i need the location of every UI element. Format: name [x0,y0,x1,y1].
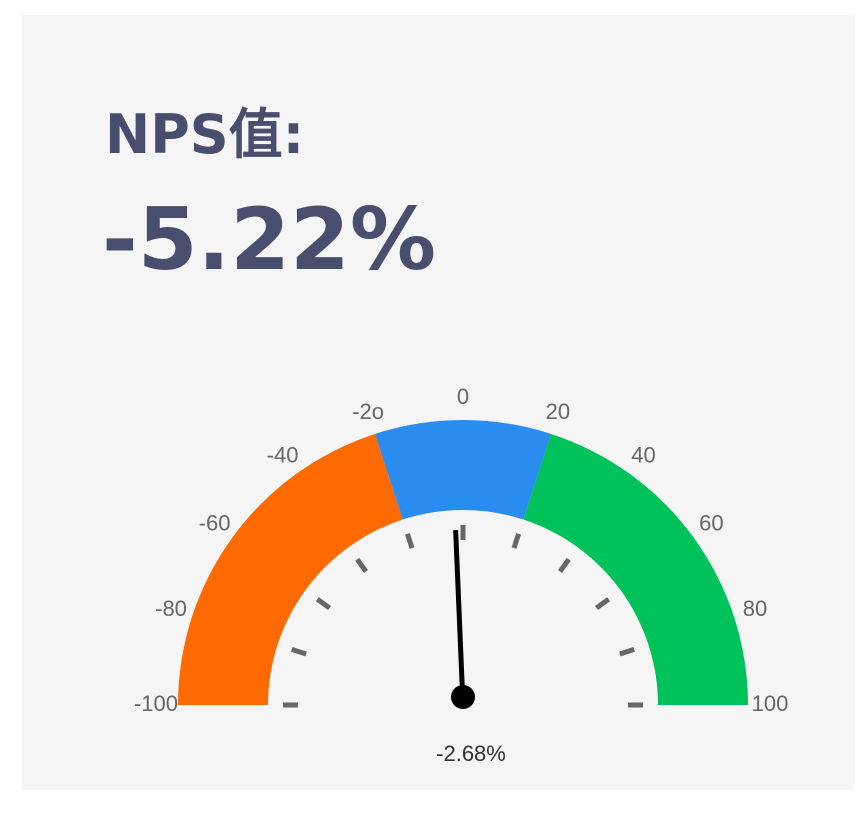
tick-label: 0 [457,384,469,409]
tick-label: 60 [699,510,723,535]
needle [453,530,466,706]
tick-label: 100 [752,691,789,716]
tick-label: -40 [267,442,299,467]
tick-mark [291,646,307,657]
tick-label: -80 [155,596,187,621]
tick-mark [511,533,522,549]
tick-label: -100 [134,691,178,716]
tick-mark [595,597,611,611]
tick-label: 40 [631,442,655,467]
gauge-band [523,433,748,705]
tick-mark [619,646,635,657]
card-value: -5.22% [102,190,437,290]
tick-label: -60 [199,510,231,535]
tick-mark [557,557,571,573]
card: NPS值: -5.22% [22,15,855,790]
value-label: -2.68% [436,741,506,766]
card-title: NPS值: [105,103,305,166]
tick-mark [315,597,331,611]
tick-label: 80 [743,596,767,621]
gauge-band [178,433,403,705]
tick-mark [404,533,415,549]
tick-mark [355,557,369,573]
tick-label: -2o [352,399,384,424]
needle-hub [451,685,475,709]
gauge-band [374,420,552,520]
tick-label: 20 [546,399,570,424]
